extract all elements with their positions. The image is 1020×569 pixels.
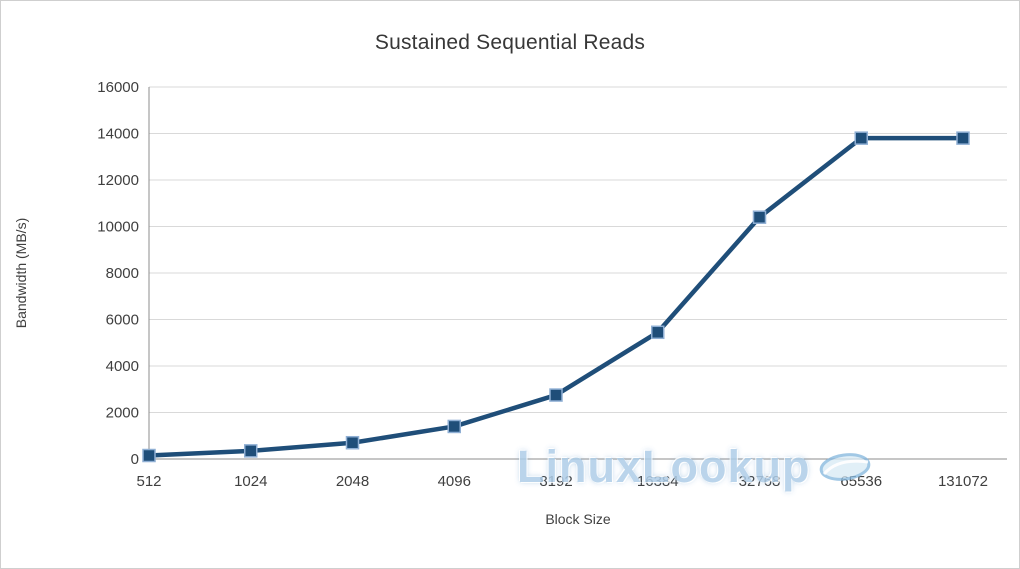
x-tick-label: 32768 [739, 473, 781, 490]
y-tick-label: 6000 [106, 312, 139, 329]
y-tick-label: 4000 [106, 358, 139, 375]
x-tick-label: 131072 [938, 473, 988, 490]
data-point-marker [854, 131, 868, 145]
data-point-marker [651, 325, 665, 340]
x-tick-label: 2048 [336, 473, 369, 490]
x-tick-label: 1024 [234, 473, 267, 490]
data-point-marker [142, 448, 156, 463]
y-tick-label: 14000 [97, 126, 139, 143]
data-point-marker [244, 444, 258, 458]
x-axis-title: Block Size [545, 511, 611, 527]
series-line [146, 135, 966, 458]
x-tick-label: 65536 [840, 473, 882, 490]
y-tick-label: 12000 [97, 172, 139, 189]
data-point-marker [345, 435, 360, 450]
data-point-marker [447, 419, 461, 434]
y-tick-label: 0 [131, 451, 139, 468]
data-point-marker [752, 210, 767, 224]
x-tick-label: 16384 [637, 473, 679, 490]
chart-title: Sustained Sequential Reads [374, 31, 646, 54]
data-point-marker [956, 131, 970, 145]
y-tick-label: 8000 [106, 265, 139, 282]
x-tick-label: 4096 [438, 473, 471, 490]
data-point-marker [549, 388, 563, 402]
x-tick-label: 512 [136, 473, 161, 490]
y-tick-label: 10000 [97, 219, 139, 236]
x-tick-label: 8192 [539, 473, 572, 490]
y-tick-label: 2000 [106, 405, 139, 422]
y-tick-label: 16000 [97, 79, 139, 96]
